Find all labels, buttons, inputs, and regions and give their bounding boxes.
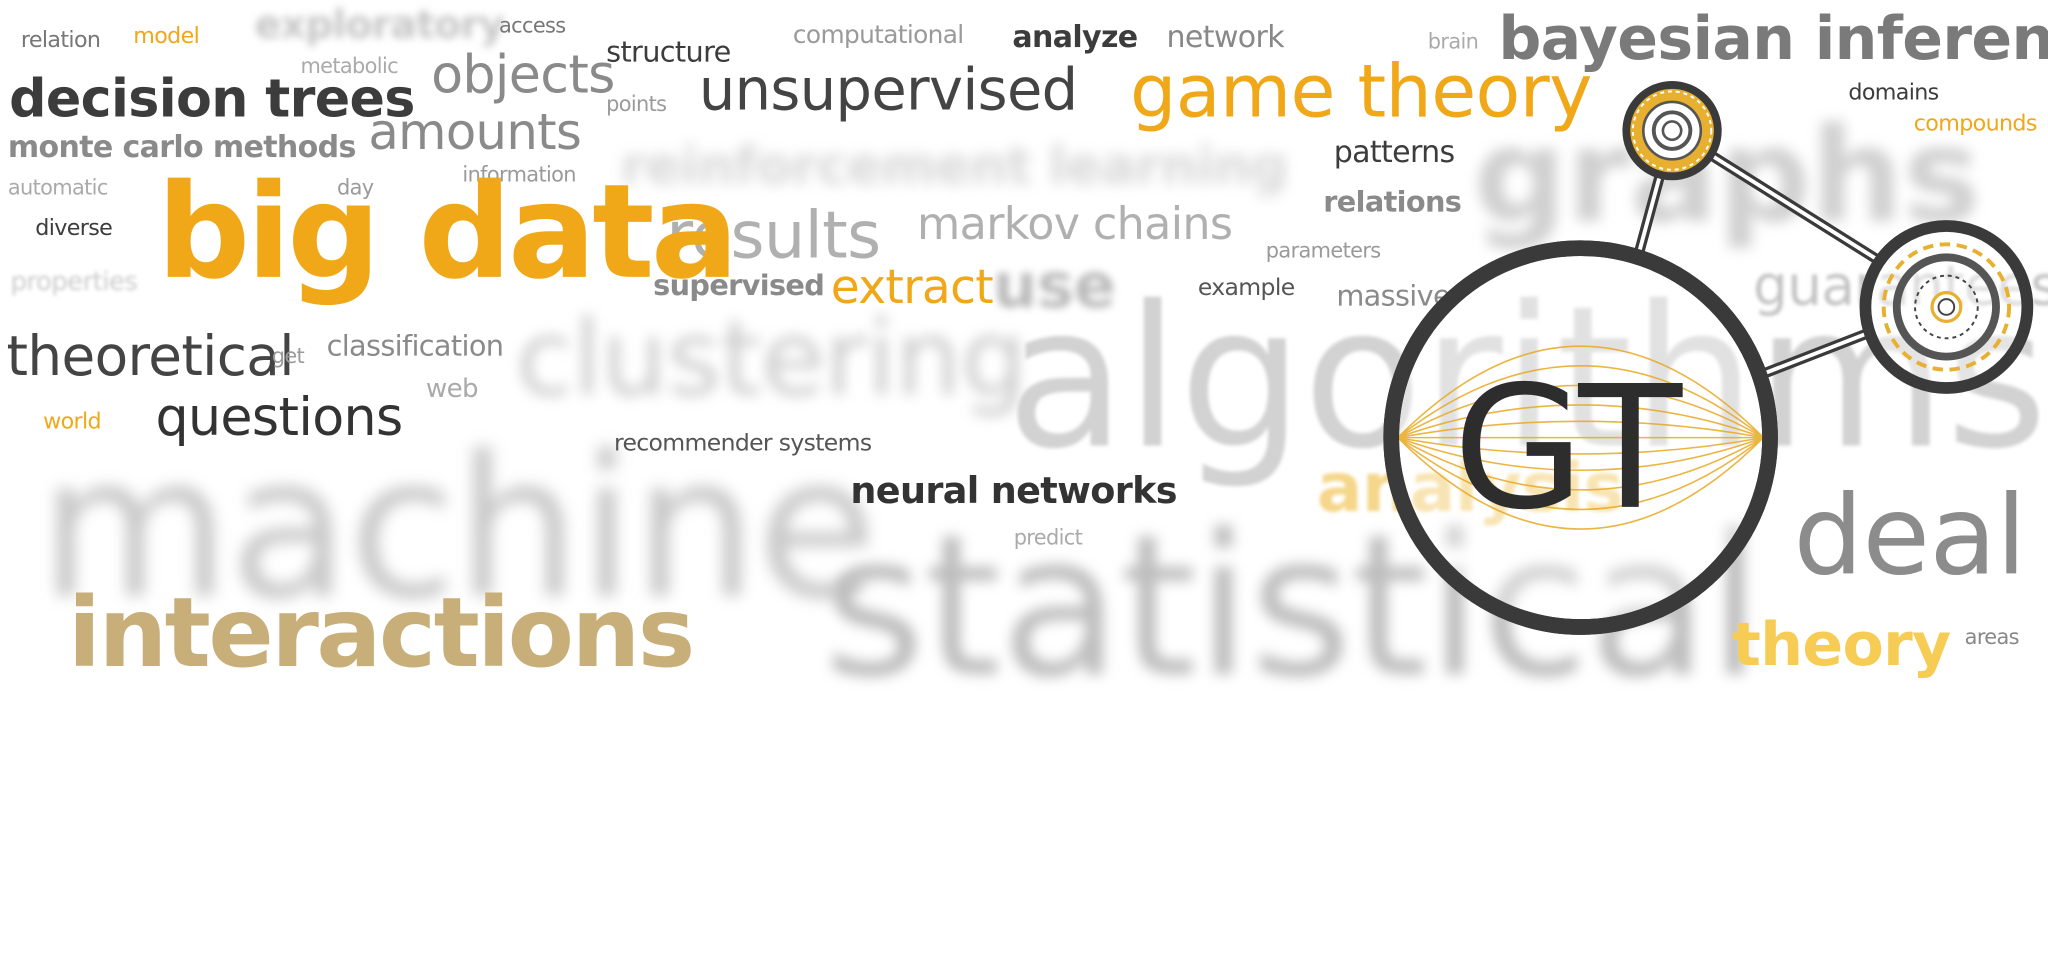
word-extract: extract xyxy=(830,261,994,315)
word-domains: domains xyxy=(1848,79,1939,106)
word-game-theory: game theory xyxy=(1129,49,1592,135)
word-supervised: supervised xyxy=(653,270,825,304)
word-markov-chains: markov chains xyxy=(917,198,1233,251)
word-relation: relation xyxy=(20,27,101,54)
word-use: use xyxy=(992,249,1116,323)
word-machine: machine xyxy=(39,415,877,643)
word-massive: massive xyxy=(1336,280,1451,314)
word-analyze: analyze xyxy=(1012,20,1138,55)
word-automatic: automatic xyxy=(7,175,108,200)
word-get: get xyxy=(271,343,305,369)
word-algorithms: algorithms xyxy=(1006,281,2048,477)
word-web: web xyxy=(425,372,479,404)
word-example: example xyxy=(1197,274,1295,302)
word-world: world xyxy=(43,408,102,435)
graph-theory-logo-icon: GT xyxy=(1383,80,2034,635)
word-points: points xyxy=(606,91,667,117)
word-properties: properties xyxy=(10,265,138,297)
word-structure: structure xyxy=(606,36,731,70)
word-interactions: interactions xyxy=(67,577,695,690)
word-reinforcement-learning: reinforcement learning xyxy=(620,137,1288,198)
word-graphs: graphs xyxy=(1473,99,1981,253)
word-computational: computational xyxy=(792,20,964,50)
word-clustering: clustering xyxy=(515,297,1027,420)
word-theory: theory xyxy=(1732,608,1951,680)
word-classification: classification xyxy=(326,330,504,364)
word-bayesian-inference: bayesian inference xyxy=(1498,2,2048,74)
word-neural-networks: neural networks xyxy=(850,468,1177,513)
word-brain: brain xyxy=(1427,28,1479,54)
word-patterns: patterns xyxy=(1333,135,1455,170)
word-recommender-systems: recommender systems xyxy=(613,429,872,458)
word-decision-trees: decision trees xyxy=(9,69,415,130)
word-results: results xyxy=(666,197,881,274)
word-unsupervised: unsupervised xyxy=(698,57,1078,125)
word-amounts: amounts xyxy=(368,103,582,161)
word-statistical: statistical xyxy=(822,493,1762,722)
word-exploratory: exploratory xyxy=(254,2,505,49)
word-questions: questions xyxy=(155,387,403,449)
word-predict: predict xyxy=(1013,525,1083,550)
word-areas: areas xyxy=(1964,624,2020,650)
word-network: network xyxy=(1166,20,1285,55)
word-diverse: diverse xyxy=(35,215,113,242)
word-relations: relations xyxy=(1323,186,1462,220)
word-day: day xyxy=(337,175,374,200)
word-big-data: big data xyxy=(156,155,739,309)
word-model: model xyxy=(133,23,200,50)
word-compounds: compounds xyxy=(1913,111,2038,138)
word-analysis: analysis xyxy=(1317,455,1624,523)
logo-label: GT xyxy=(1453,350,1684,548)
word-deal: deal xyxy=(1793,471,2027,600)
word-metabolic: metabolic xyxy=(300,53,398,79)
word-information: information xyxy=(462,161,576,187)
word-access: access xyxy=(499,13,566,38)
word-monte-carlo-methods: monte carlo methods xyxy=(7,130,357,165)
word-parameters: parameters xyxy=(1265,237,1381,263)
word-theoretical: theoretical xyxy=(6,323,295,388)
word-objects: objects xyxy=(431,45,615,106)
